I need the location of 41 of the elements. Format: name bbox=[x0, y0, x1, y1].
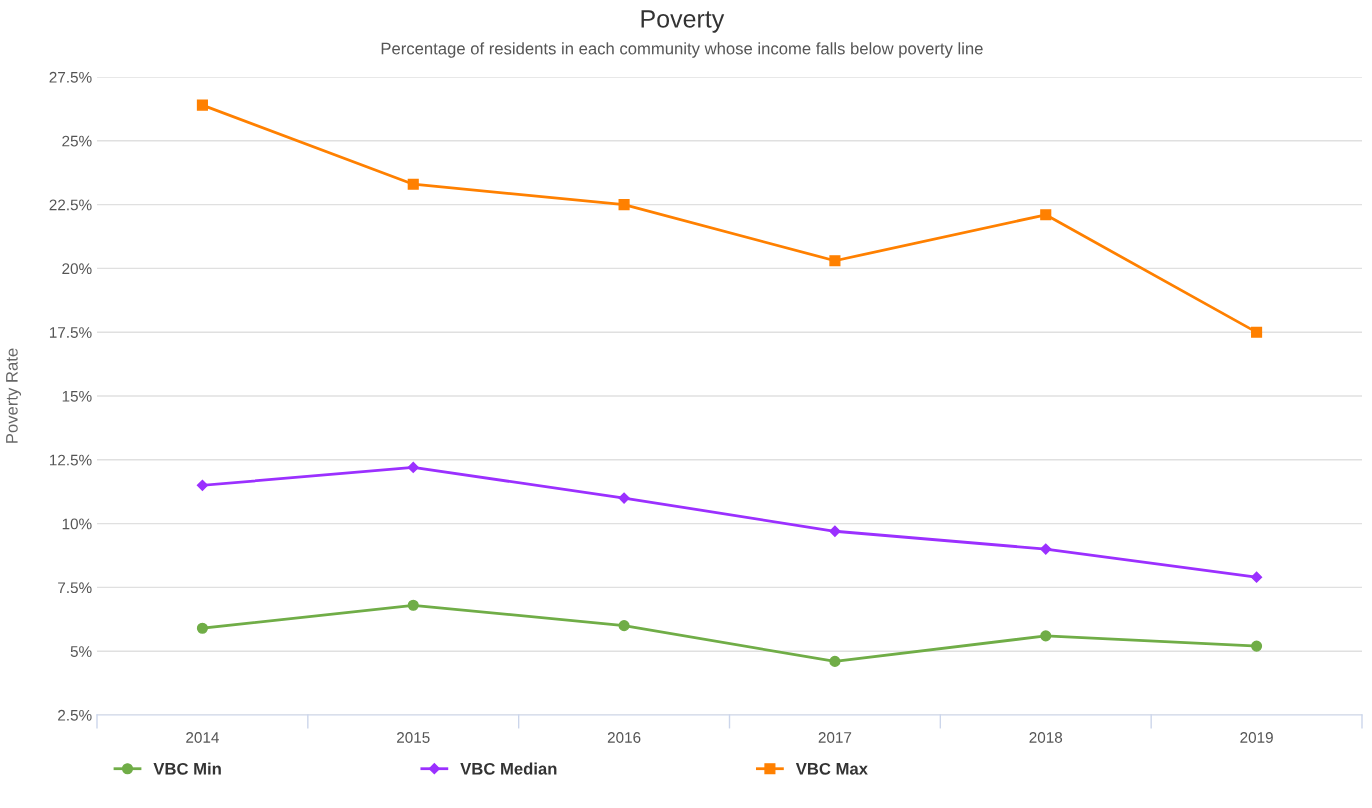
x-tick-label: 2015 bbox=[397, 732, 430, 743]
legend-label: VBC Max bbox=[795, 762, 868, 775]
chart-title: Poverty bbox=[641, 10, 725, 33]
y-tick-label: 2.5% bbox=[58, 709, 92, 721]
point bbox=[829, 525, 841, 537]
x-tick-label: 2017 bbox=[818, 732, 852, 743]
point bbox=[1040, 543, 1052, 555]
y-tick-label: 15% bbox=[62, 390, 92, 402]
point bbox=[407, 178, 419, 190]
point bbox=[1040, 630, 1052, 642]
chart-subtitle: Percentage of residents in each community whose income falls below poverty line bbox=[381, 42, 983, 58]
point bbox=[829, 655, 841, 667]
point bbox=[407, 461, 419, 474]
point bbox=[1251, 640, 1263, 652]
point bbox=[407, 599, 419, 611]
y-tick-label: 17.5% bbox=[49, 327, 92, 338]
point bbox=[618, 492, 630, 504]
y-tick-label: 22.5% bbox=[49, 199, 92, 211]
y-tick-label: 27.5% bbox=[49, 71, 92, 83]
point bbox=[618, 620, 630, 632]
legend-label: VBC Median bbox=[460, 762, 557, 775]
y-tick-label: 20% bbox=[62, 263, 92, 275]
point bbox=[1250, 571, 1263, 583]
y-axis-title: Poverty Rate bbox=[6, 348, 22, 443]
point bbox=[1251, 326, 1263, 338]
legend-label: VBC Min bbox=[153, 762, 221, 775]
x-tick-label: 2018 bbox=[1029, 732, 1063, 743]
point bbox=[1040, 209, 1052, 221]
x-tick-label: 2016 bbox=[607, 732, 641, 743]
y-tick-label: 7.5% bbox=[58, 582, 92, 594]
point bbox=[196, 99, 208, 111]
y-tick-label: 10% bbox=[62, 518, 92, 530]
x-tick-label: 2014 bbox=[186, 732, 219, 743]
y-tick-label: 25% bbox=[62, 135, 92, 147]
x-tick-label: 2019 bbox=[1240, 732, 1273, 743]
point bbox=[196, 622, 208, 634]
point bbox=[829, 255, 841, 267]
point bbox=[618, 199, 630, 211]
y-tick-label: 12.5% bbox=[49, 454, 92, 466]
y-tick-label: 5% bbox=[70, 646, 92, 657]
point bbox=[196, 479, 209, 491]
